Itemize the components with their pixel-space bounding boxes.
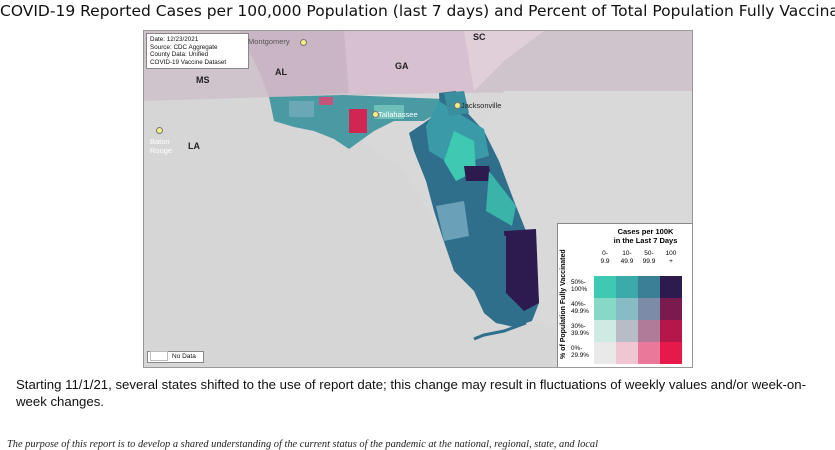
legend-title: Cases per 100K in the Last 7 Days [598, 227, 692, 245]
county-teal-2 [289, 101, 314, 117]
legend-col-1-top: 0- [602, 250, 608, 257]
legend-row-3-top: 30%- [571, 323, 586, 330]
legend-col-3-bottom: 99.9 [642, 258, 656, 265]
georgia-region [344, 31, 474, 93]
bivariate-legend: Cases per 100K in the Last 7 Days % of P… [557, 223, 692, 367]
legend-cell [594, 298, 616, 320]
legend-row-4: 0%- 29.9% [571, 345, 597, 359]
city-dot-montgomery [300, 39, 307, 46]
legend-row-4-top: 0%- [571, 345, 583, 352]
legend-col-2-top: 10- [622, 250, 632, 257]
legend-row-2-bottom: 49.9% [571, 308, 589, 315]
city-dot-baton-rouge [156, 127, 163, 134]
no-data-swatch [150, 351, 168, 361]
city-label-baton: Baton [150, 137, 170, 146]
legend-cell [638, 320, 660, 342]
legend-cell [616, 342, 638, 364]
legend-cell [616, 320, 638, 342]
legend-cell [616, 298, 638, 320]
city-dot-jacksonville [454, 102, 461, 109]
city-label-rouge: Rouge [150, 146, 173, 155]
south-florida-purple [504, 229, 539, 311]
alabama-region [239, 31, 349, 97]
florida-keys [473, 321, 527, 341]
legend-cell [660, 342, 682, 364]
legend-row-1-top: 50%- [571, 279, 586, 286]
legend-title-line1: Cases per 100K [617, 227, 674, 236]
legend-cell [594, 320, 616, 342]
city-label-jacksonville: Jacksonville [461, 101, 502, 110]
source-box: Date: 12/23/2021 Source: CDC Aggregate C… [146, 33, 249, 70]
legend-cell [616, 276, 638, 298]
legend-col-1: 0- 9.9 [594, 250, 616, 266]
county-teal-1 [374, 105, 404, 119]
legend-cell [660, 276, 682, 298]
legend-col-2: 10- 49.9 [616, 250, 638, 266]
state-label-la: LA [188, 141, 200, 151]
legend-cell [638, 342, 660, 364]
source-vaccine: COVID-19 Vaccine Dataset [150, 58, 227, 66]
legend-row-1: 50%- 100% [571, 279, 597, 293]
legend-row-2-top: 40%- [571, 301, 586, 308]
legend-row-2: 40%- 49.9% [571, 301, 597, 315]
peninsula-mid [474, 231, 506, 293]
legend-row-4-bottom: 29.9% [571, 352, 589, 359]
legend-col-4: 100 + [660, 250, 682, 266]
county-map: Date: 12/23/2021 Source: CDC Aggregate C… [143, 30, 693, 368]
legend-cell [594, 342, 616, 364]
legend-cell [660, 298, 682, 320]
legend-cell [638, 276, 660, 298]
city-dot-tallahassee [372, 111, 379, 118]
county-pink [319, 97, 333, 105]
city-label-tallahassee: Tallahassee [378, 110, 418, 119]
gulf-of-mexico [144, 97, 692, 367]
legend-row-axis-label: % of Population Fully Vaccinated [560, 249, 567, 359]
city-label-montgomery: Montgomery [248, 37, 290, 46]
state-label-sc: SC [473, 32, 486, 42]
county-red [349, 109, 367, 133]
state-label-ga: GA [395, 61, 409, 71]
no-data-label: No Data [172, 353, 196, 361]
legend-title-line2: in the Last 7 Days [613, 236, 678, 245]
purpose-statement: The purpose of this report is to develop… [7, 439, 598, 450]
source-name: Source: CDC Aggregate [150, 43, 218, 51]
legend-row-3-bottom: 39.9% [571, 330, 589, 337]
legend-col-4-bottom: + [669, 258, 673, 265]
legend-row-3: 30%- 39.9% [571, 323, 597, 337]
peninsula-west-light [436, 201, 469, 241]
state-label-ms: MS [196, 75, 210, 85]
legend-col-2-bottom: 49.9 [620, 258, 634, 265]
legend-cell [660, 320, 682, 342]
legend-col-4-top: 100 [665, 250, 677, 257]
sc-region [464, 31, 544, 91]
legend-col-3-top: 50- [644, 250, 654, 257]
peninsula-east [486, 171, 516, 226]
state-label-al: AL [275, 67, 287, 77]
legend-col-1-bottom: 9.9 [600, 258, 610, 265]
source-county: County Data: Unified [150, 51, 209, 59]
legend-cell [594, 276, 616, 298]
legend-row-1-bottom: 100% [571, 286, 588, 293]
legend-cell [638, 298, 660, 320]
legend-col-3: 50- 99.9 [638, 250, 660, 266]
report-title: COVID-19 Reported Cases per 100,000 Popu… [0, 2, 835, 20]
no-data-legend: No Data [147, 351, 204, 363]
source-date: Date: 12/23/2021 [150, 36, 199, 43]
peninsula-purple [464, 166, 492, 181]
report-date-note: Starting 11/1/21, several states shifted… [16, 377, 806, 409]
